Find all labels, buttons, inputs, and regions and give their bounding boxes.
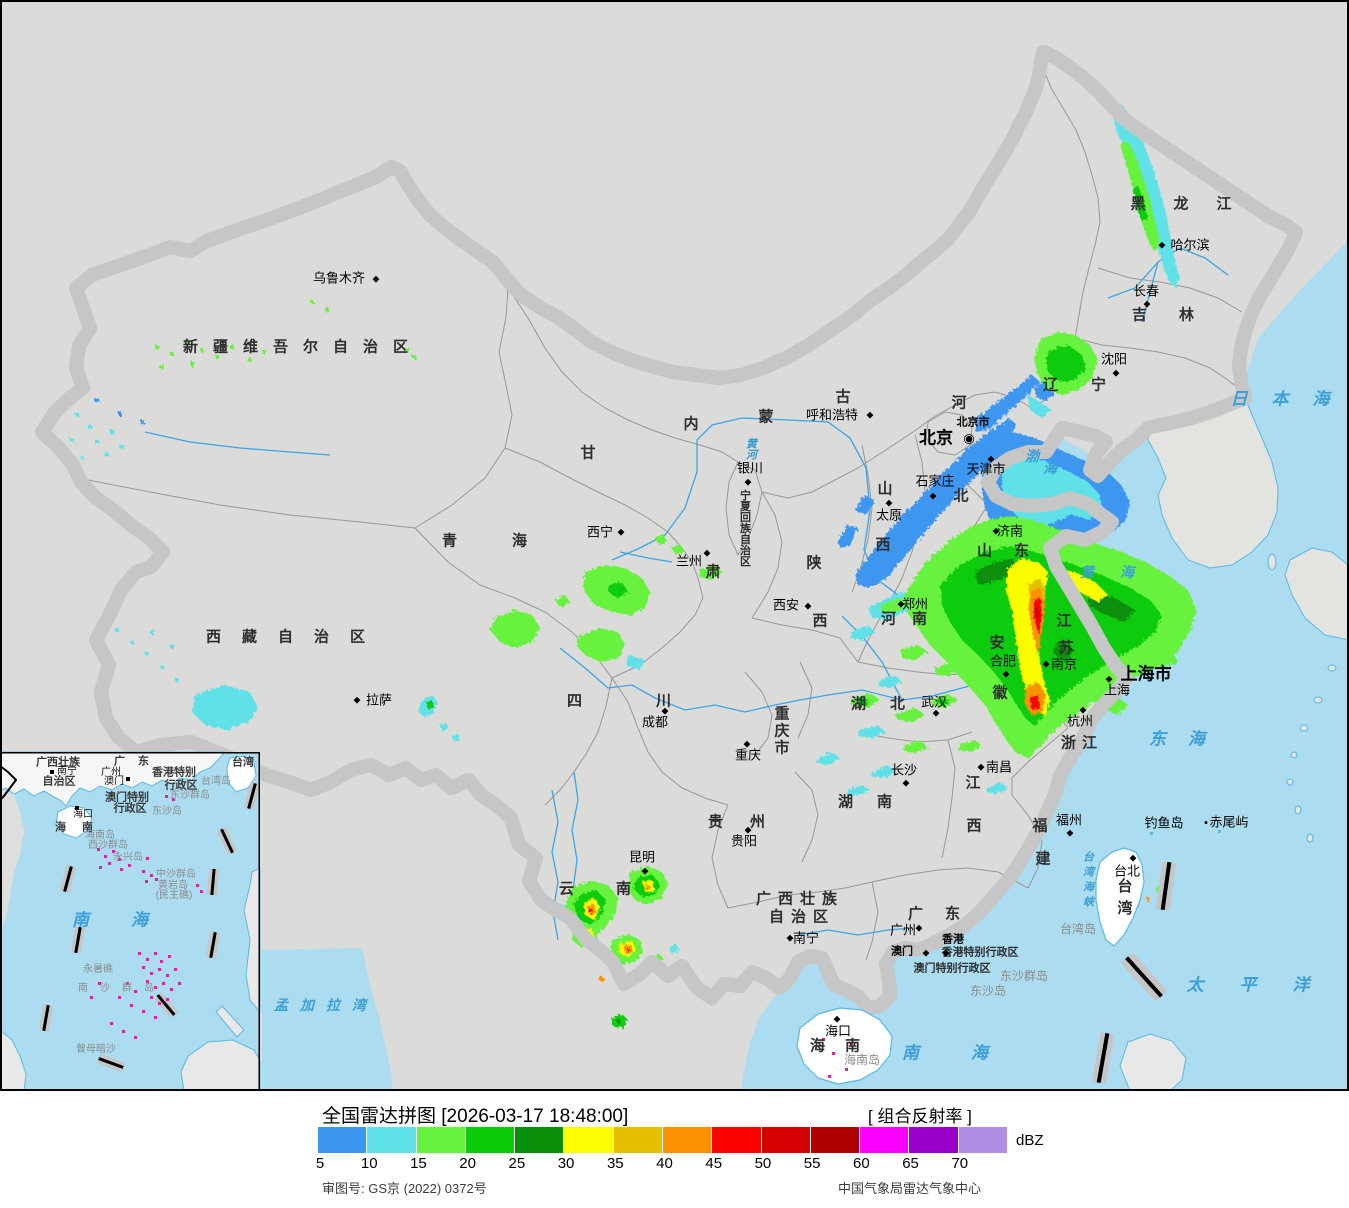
legend-tick: 10 [360, 1155, 378, 1172]
legend-swatch-55 [810, 1127, 860, 1153]
legend-swatch-35 [613, 1127, 662, 1153]
major-islands [796, 830, 1221, 1085]
legend-tick: 15 [410, 1155, 427, 1172]
legend-swatch-20 [465, 1127, 515, 1153]
legend-swatch-45 [712, 1127, 761, 1153]
map-canvas [0, 0, 1349, 1091]
legend-tick: 70 [951, 1155, 969, 1172]
legend-tick: 50 [754, 1155, 772, 1172]
legend-swatch-50 [761, 1127, 810, 1153]
legend-unit: dBZ [1016, 1132, 1044, 1149]
legend-tick: 25 [508, 1155, 526, 1172]
legend-tick: 30 [557, 1155, 575, 1172]
legend-swatch-10 [367, 1127, 416, 1153]
legend-swatch-5 [318, 1127, 367, 1153]
legend-swatch-40 [662, 1127, 712, 1153]
boundary-dash-segments [1091, 861, 1177, 1084]
legend-tick: 45 [705, 1155, 723, 1172]
legend-swatch-65 [909, 1127, 958, 1153]
map-frame [0, 0, 1349, 1091]
japan-kyushu [1284, 547, 1349, 641]
map-license: 审图号: GS京 (2022) 0372号 [322, 1181, 487, 1196]
legend-panel: 全国雷达拼图 [2026-03-17 18:48:00] [ 组合反射率 ] d… [0, 1091, 1349, 1208]
legend-colorbar [318, 1127, 1007, 1153]
legend-tick: 20 [459, 1155, 476, 1172]
legend-swatch-30 [564, 1127, 613, 1153]
philippines-luzon [1119, 1033, 1187, 1091]
legend-tick: 5 [315, 1155, 325, 1172]
legend-tick: 40 [656, 1155, 673, 1172]
south-china-sea-inset [0, 751, 261, 1091]
legend-swatch-15 [416, 1127, 465, 1153]
legend-tick: 55 [803, 1155, 821, 1172]
bay-of-bengal [262, 948, 393, 1091]
province-boundaries [77, 67, 1243, 961]
radar-echoes [58, 105, 1196, 1028]
inset-hainan [55, 805, 93, 839]
legend-swatch-25 [515, 1127, 564, 1153]
legend-tick: 60 [853, 1155, 870, 1172]
map-title: 全国雷达拼图 [2026-03-17 18:48:00] [322, 1106, 629, 1127]
legend-swatch-70 [958, 1127, 1007, 1153]
china-radar-map: 新疆维吾尔自治区 西藏自治区 青海甘肃内蒙古宁夏回族自治区陕西山西河北山东 河南安徽江… [0, 0, 1349, 1091]
legend-tick: 35 [606, 1155, 624, 1172]
foreign-coasts [1119, 397, 1349, 1091]
legend-swatch-60 [860, 1127, 909, 1153]
hainan-island [796, 1007, 893, 1085]
agency-credit: 中国气象局雷达气象中心 [838, 1181, 982, 1196]
taiwan-island [1095, 847, 1145, 947]
inset-dash-segments [38, 782, 261, 1073]
inset-taiwan [226, 755, 257, 793]
legend-tick: 65 [902, 1155, 919, 1172]
product-label: [ 组合反射率 ] [868, 1107, 972, 1126]
